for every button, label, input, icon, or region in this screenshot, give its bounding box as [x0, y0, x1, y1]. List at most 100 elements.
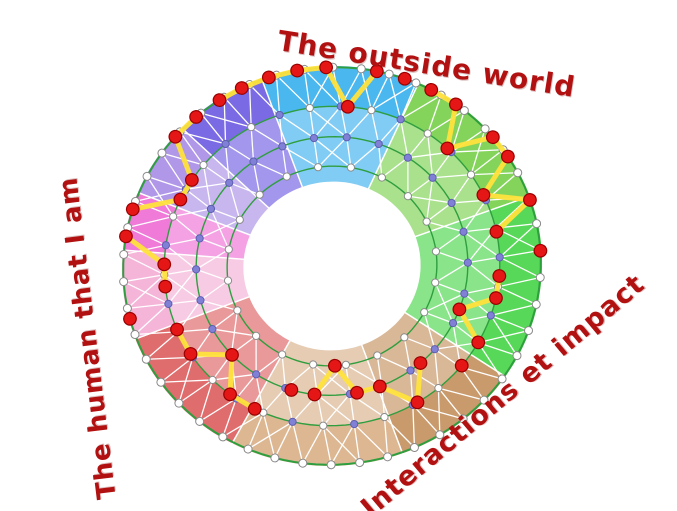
mesh-line	[462, 199, 487, 233]
mesh-line	[490, 303, 537, 317]
red-node	[492, 269, 507, 283]
red-node	[369, 64, 384, 79]
mesh-line	[200, 112, 227, 145]
mesh-line	[199, 397, 237, 422]
red-node	[247, 401, 262, 416]
mesh-line	[322, 425, 361, 464]
mesh-line	[490, 314, 529, 332]
node	[422, 217, 431, 226]
mesh-line	[495, 197, 530, 229]
node	[319, 421, 328, 430]
node	[305, 103, 314, 113]
mesh-line	[499, 223, 538, 258]
mesh-line	[178, 379, 213, 404]
mesh-line	[388, 73, 402, 120]
mesh-line	[377, 354, 411, 372]
mesh-line	[250, 127, 255, 162]
mesh-line	[360, 68, 373, 111]
mesh-line	[195, 268, 229, 282]
node	[199, 160, 208, 170]
red-node	[489, 291, 503, 305]
node	[270, 453, 280, 463]
mesh-line	[235, 373, 257, 399]
mesh-line	[427, 110, 465, 135]
node	[169, 212, 178, 221]
node	[278, 142, 287, 151]
mesh-line	[250, 126, 283, 147]
red-node	[125, 202, 140, 217]
mesh-line	[381, 157, 409, 179]
mesh-line	[199, 237, 230, 251]
red-node	[319, 60, 334, 75]
red-node	[454, 358, 469, 373]
red-node	[410, 395, 425, 410]
mesh-line	[126, 274, 165, 309]
yellow-path	[428, 87, 533, 235]
mesh-line	[499, 256, 541, 279]
node	[235, 215, 244, 224]
node	[309, 360, 318, 369]
red-node	[173, 192, 188, 207]
mesh-line	[134, 303, 169, 335]
mesh-line	[123, 281, 169, 305]
mesh-line	[434, 349, 440, 389]
node	[252, 370, 261, 379]
mesh-line	[253, 160, 287, 178]
node	[535, 273, 545, 283]
mesh-line	[200, 112, 252, 128]
mesh-line	[353, 423, 361, 463]
red-node	[533, 243, 548, 258]
mesh-line	[178, 328, 213, 333]
node	[495, 253, 504, 262]
node	[420, 308, 429, 317]
red-node	[123, 311, 137, 326]
node	[367, 106, 376, 115]
node	[174, 398, 184, 408]
mesh-line	[378, 143, 383, 178]
node	[435, 430, 445, 440]
red-node	[157, 257, 172, 272]
mesh-line	[185, 188, 212, 210]
node	[428, 173, 437, 182]
node	[350, 419, 359, 429]
node	[466, 170, 476, 179]
red-node	[452, 302, 467, 317]
red-node	[284, 383, 299, 397]
mesh-line	[303, 68, 342, 107]
mesh-line	[247, 412, 264, 450]
mesh-line	[412, 404, 441, 436]
mesh-line	[161, 152, 187, 190]
node	[288, 417, 297, 426]
mesh-line	[212, 309, 238, 330]
node	[164, 299, 173, 308]
mesh-line	[437, 388, 441, 435]
inner-band-overlay	[164, 106, 500, 426]
node	[221, 139, 230, 149]
mesh-line	[370, 73, 390, 111]
node	[342, 133, 351, 142]
mesh-line	[407, 177, 433, 197]
mesh-line	[322, 393, 351, 427]
mesh-line	[228, 182, 260, 196]
red-node	[170, 322, 184, 337]
node	[208, 375, 217, 385]
mesh-line	[432, 151, 452, 179]
red-node	[489, 224, 504, 239]
node	[431, 247, 441, 256]
mesh-line	[179, 131, 226, 145]
red-node	[119, 229, 133, 244]
node	[434, 383, 443, 393]
node	[195, 416, 205, 426]
wheel-group	[119, 60, 548, 470]
mesh-line	[350, 143, 380, 169]
mesh-line	[164, 268, 197, 276]
mesh-line	[316, 394, 355, 425]
mesh-line	[370, 110, 380, 145]
mesh-line	[434, 262, 469, 284]
mesh-line	[223, 96, 252, 128]
node	[531, 299, 541, 309]
mesh-line	[459, 366, 485, 401]
red-node	[485, 130, 500, 145]
mesh-line	[255, 353, 283, 375]
